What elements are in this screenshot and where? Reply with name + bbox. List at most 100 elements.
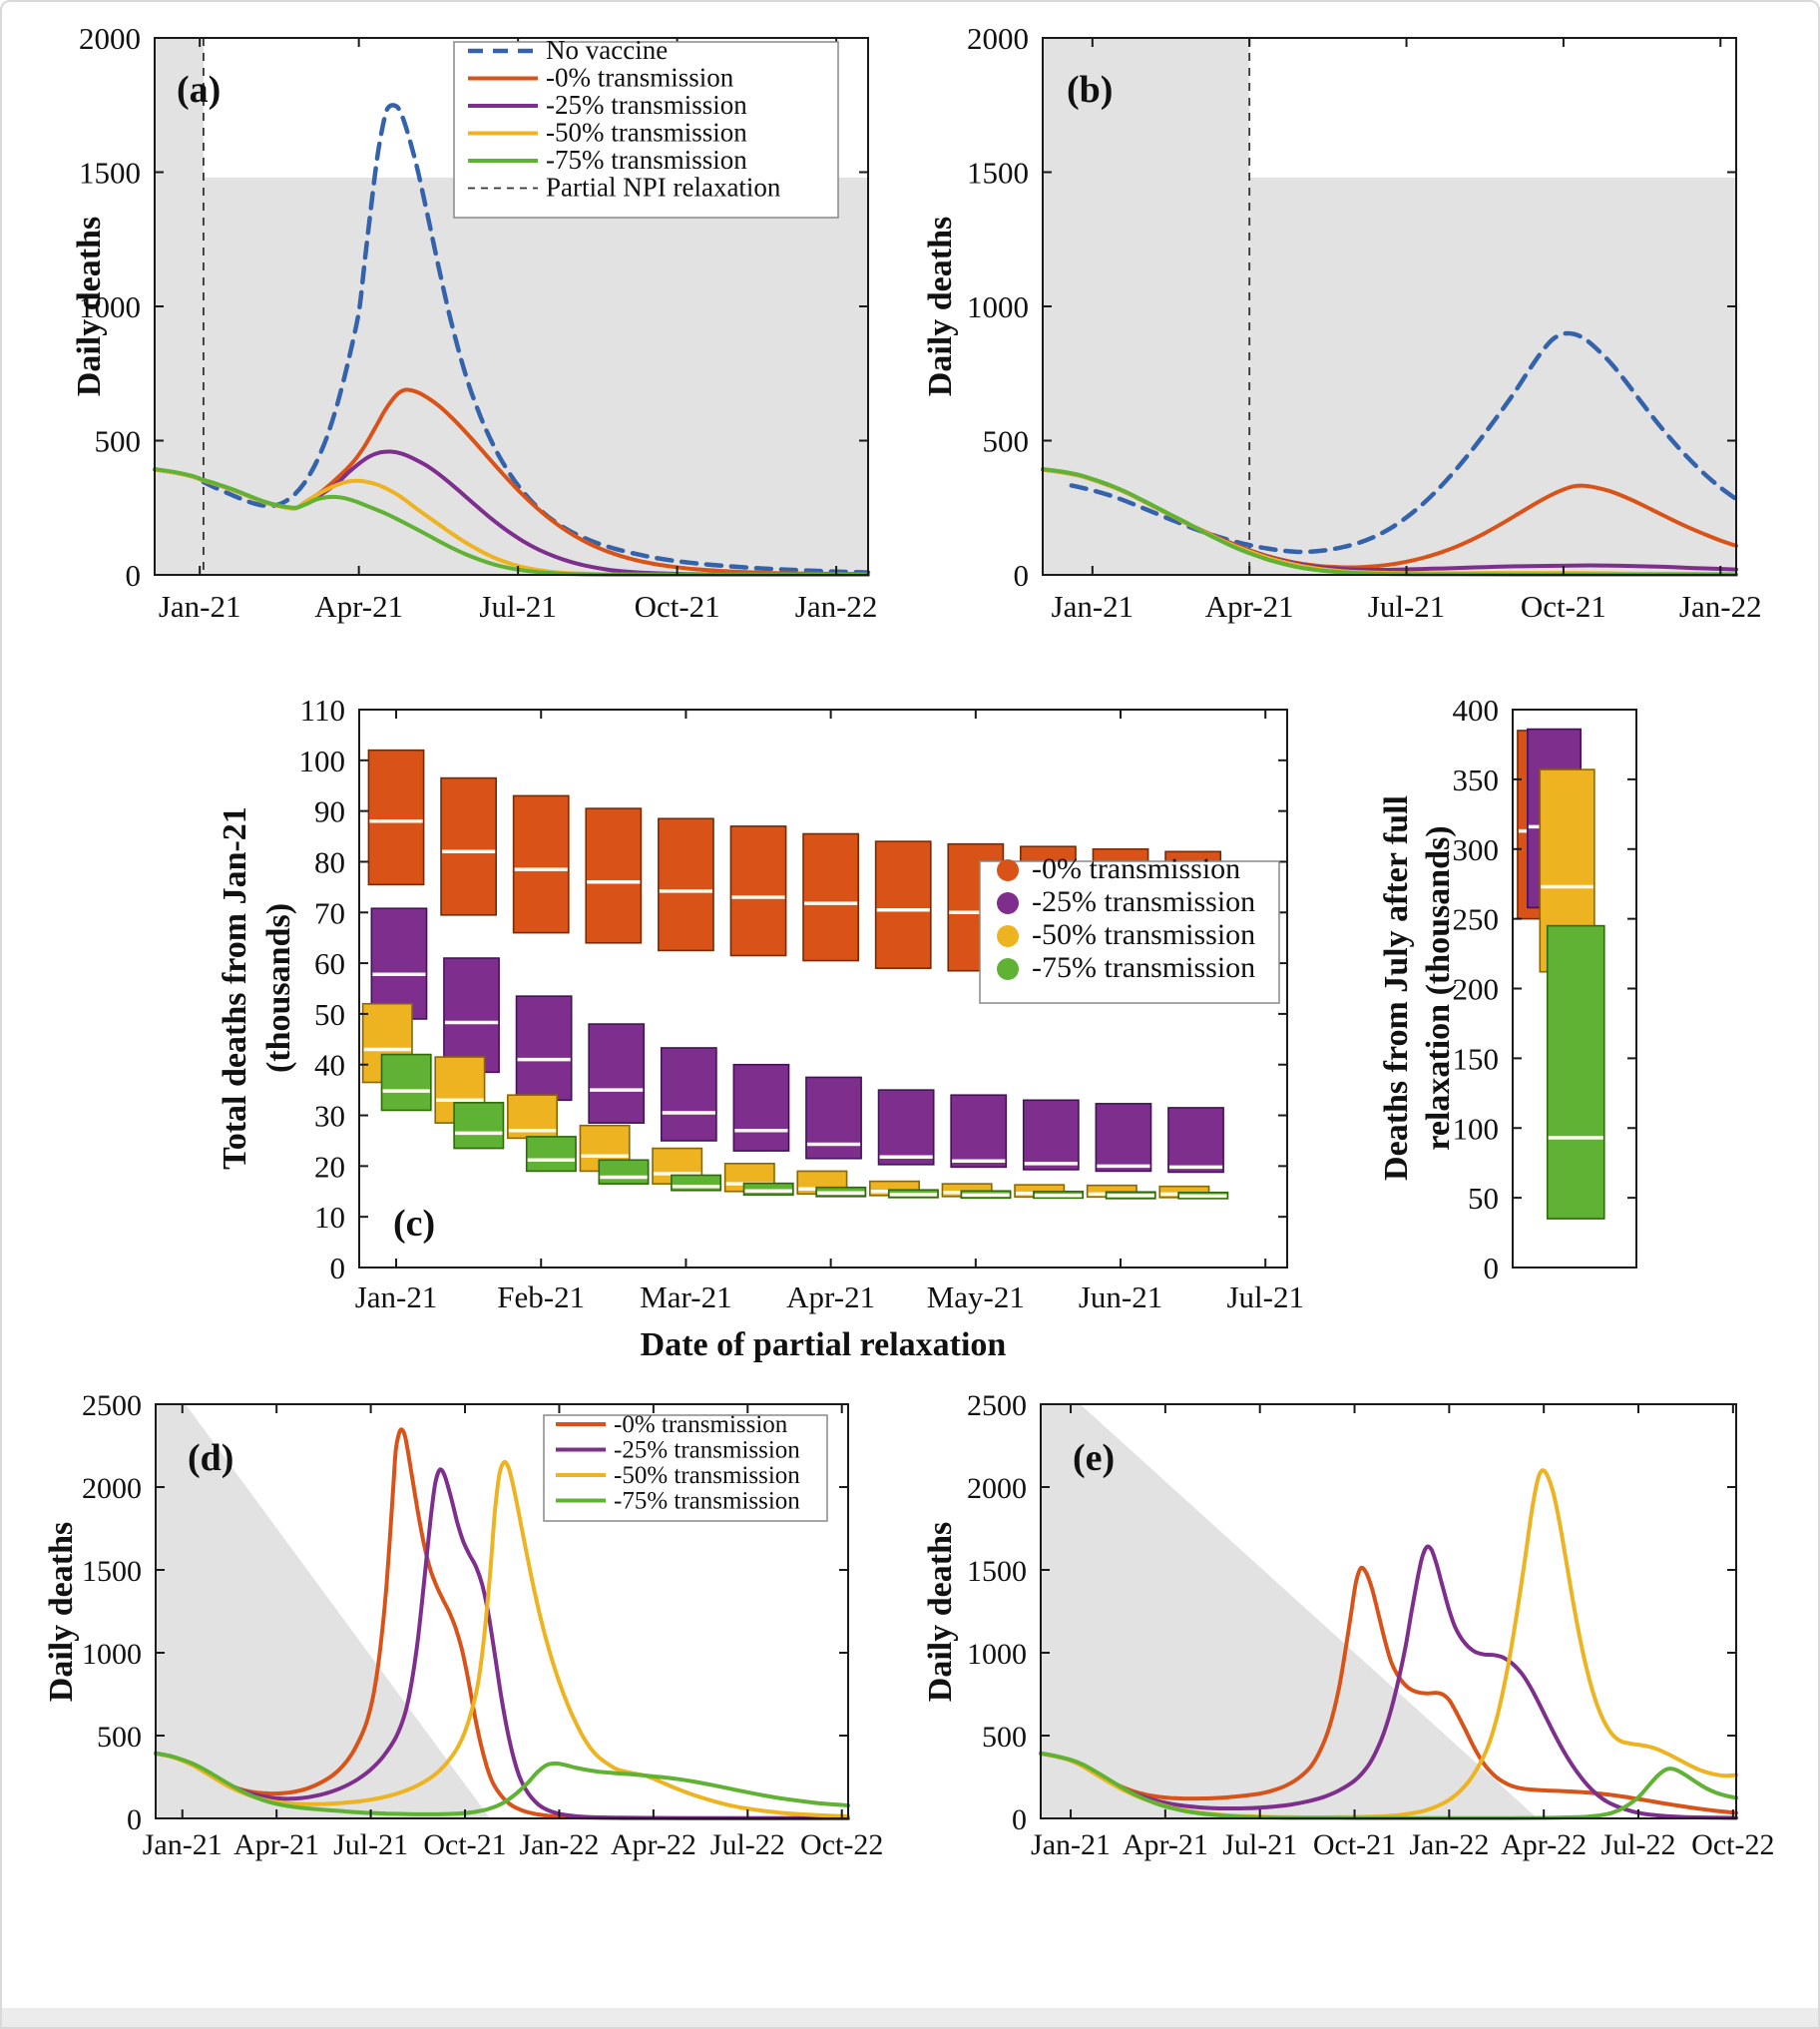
box-orange-0 xyxy=(367,749,425,886)
legend-label: -50% transmission xyxy=(614,1462,800,1489)
y-tick-label: 1500 xyxy=(967,1555,1027,1588)
x-tick-label: Jul-21 xyxy=(1222,1828,1297,1861)
x-tick-label: Feb-21 xyxy=(497,1279,585,1314)
legend-label: -75% transmission xyxy=(614,1488,800,1515)
legend-dot-green xyxy=(997,958,1019,980)
x-tick-label: Jul-21 xyxy=(1368,589,1446,624)
bottom-strip xyxy=(0,2008,1820,2029)
y-tick-label: 250 xyxy=(1453,902,1500,937)
x-tick-label: Jul-21 xyxy=(1226,1279,1304,1314)
legend: No vaccine-0% transmission-25% transmiss… xyxy=(453,35,839,219)
y-tick-label: 0 xyxy=(1012,1803,1027,1836)
panel-letter: (a) xyxy=(177,69,221,111)
panel-letter: (e) xyxy=(1073,1437,1115,1479)
x-tick-label: Jan-22 xyxy=(519,1828,599,1861)
legend-label: -75% transmission xyxy=(546,145,747,175)
axes-frame xyxy=(155,1403,849,1819)
y-tick-label: 2000 xyxy=(82,1472,142,1505)
legend-dot-orange xyxy=(997,859,1019,881)
x-tick-label: Mar-21 xyxy=(640,1279,731,1314)
x-tick-label: Apr-21 xyxy=(786,1279,875,1314)
legend-label: Partial NPI relaxation xyxy=(546,173,781,203)
panel-letter: (b) xyxy=(1067,69,1113,111)
y-tick-label: 50 xyxy=(314,997,345,1032)
x-tick-label: Jul-21 xyxy=(333,1828,408,1861)
y-tick-label: 60 xyxy=(314,946,345,981)
y-axis-label: Daily deaths xyxy=(922,1522,959,1702)
shaded-region xyxy=(1043,38,1250,575)
box-green-2 xyxy=(525,1136,577,1173)
shaded-region xyxy=(203,177,869,575)
legend-label: -75% transmission xyxy=(1032,951,1255,984)
legend-label: -50% transmission xyxy=(1032,918,1255,951)
y-tick-label: 1000 xyxy=(82,1638,142,1671)
x-tick-label: Jan-21 xyxy=(143,1828,223,1861)
series-purple xyxy=(1039,1544,1738,1820)
x-tick-label: May-21 xyxy=(927,1279,1025,1314)
x-tick-label: Oct-21 xyxy=(635,589,720,624)
y-axis-label: Daily deaths xyxy=(71,217,108,396)
series-blue xyxy=(201,103,871,575)
box-purple-4 xyxy=(660,1047,717,1142)
y-tick-label: 1500 xyxy=(79,156,141,191)
x-tick-label: Jul-21 xyxy=(479,589,557,624)
x-tick-label: Oct-22 xyxy=(1691,1828,1774,1861)
box-green-3 xyxy=(598,1159,650,1185)
panel-letter: (d) xyxy=(188,1437,233,1479)
box-purple-9 xyxy=(1022,1099,1080,1171)
legend-label: -25% transmission xyxy=(614,1437,800,1464)
legend: -0% transmission-25% transmission-50% tr… xyxy=(543,1411,828,1522)
y-tick-label: 10 xyxy=(314,1200,345,1235)
x-tick-label: Apr-22 xyxy=(611,1828,696,1861)
box-green-4 xyxy=(671,1174,722,1192)
shaded-region xyxy=(1249,177,1736,575)
y-tick-label: 70 xyxy=(314,895,345,930)
shaded-region xyxy=(1041,1404,1538,1818)
panel-d-daily-deaths-chart: Jan-21 Apr-21 Jul-21 Oct-21 Jan-22 Apr-22 Jul-… xyxy=(43,1389,883,1861)
y-tick-label: 100 xyxy=(299,744,346,778)
y-tick-label: 300 xyxy=(1453,832,1500,867)
box-green-5 xyxy=(742,1182,794,1197)
y-tick-label: 30 xyxy=(314,1099,345,1134)
y-tick-label: 500 xyxy=(983,424,1030,459)
box-purple-7 xyxy=(877,1089,935,1166)
y-tick-label: 50 xyxy=(1468,1181,1499,1216)
legend-dot-purple xyxy=(997,892,1019,914)
y-tick-label: 150 xyxy=(1453,1041,1500,1076)
x-tick-label: Oct-21 xyxy=(423,1828,506,1861)
box-purple-6 xyxy=(805,1076,862,1160)
box-orange-3 xyxy=(585,807,643,944)
box-orange-1 xyxy=(440,776,498,916)
y-tick-label: 0 xyxy=(127,1803,142,1836)
x-tick-label: Jan-21 xyxy=(1031,1828,1111,1861)
x-tick-label: Oct-21 xyxy=(1521,589,1606,624)
box-purple-1 xyxy=(443,957,500,1074)
y-tick-label: 80 xyxy=(314,844,345,879)
panel-e-daily-deaths-chart: Jan-21 Apr-21 Jul-21 Oct-21 Jan-22 Apr-22 Jul-… xyxy=(922,1389,1774,1861)
panel-a-daily-deaths-chart: Jan-21 Apr-21 Jul-21 Oct-21 Jan-22 0 500 1000 15… xyxy=(71,21,877,624)
y-tick-label: 500 xyxy=(95,424,142,459)
legend-label: -50% transmission xyxy=(546,118,747,148)
y-tick-label: 1000 xyxy=(967,1638,1027,1671)
x-tick-label: Jul-22 xyxy=(1601,1828,1676,1861)
panel-b-daily-deaths-chart: Jan-21 Apr-21 Jul-21 Oct-21 Jan-22 0 500 1000 15… xyxy=(922,21,1762,624)
y-axis-label: Deaths from July after full xyxy=(1378,795,1415,1181)
x-tick-label: Oct-22 xyxy=(800,1828,883,1861)
x-tick-label: Apr-21 xyxy=(233,1828,319,1861)
legend-label: -0% transmission xyxy=(614,1411,788,1438)
x-tick-label: Jan-21 xyxy=(1052,589,1135,624)
box-purple-11 xyxy=(1167,1107,1224,1174)
x-axis-label: Date of partial relaxation xyxy=(641,1326,1007,1362)
y-axis-label: Daily deaths xyxy=(43,1522,80,1702)
x-tick-label: Apr-21 xyxy=(1205,589,1294,624)
y-tick-label: 200 xyxy=(1453,972,1500,1007)
y-tick-label: 110 xyxy=(300,693,345,728)
box-orange-2 xyxy=(512,794,570,934)
y-axis-label: (thousands) xyxy=(260,903,297,1073)
legend-label: -25% transmission xyxy=(546,90,747,120)
axes-frame xyxy=(358,709,1288,1268)
x-tick-label: Apr-21 xyxy=(1123,1828,1208,1861)
box-orange-7 xyxy=(874,840,932,969)
box-purple-0 xyxy=(370,907,428,1020)
